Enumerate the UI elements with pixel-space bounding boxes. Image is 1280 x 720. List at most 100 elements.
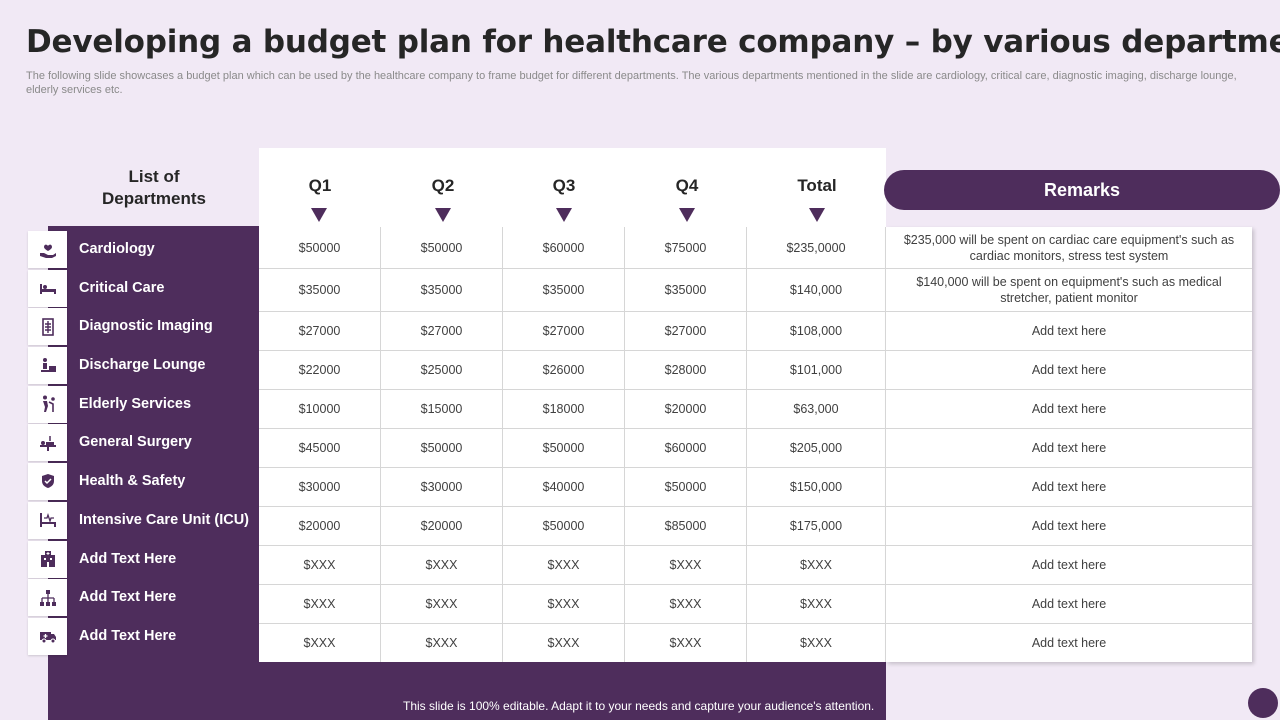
heart-hand-icon <box>28 231 67 268</box>
cell-q1: $XXX <box>259 546 381 584</box>
cell-q2: $35000 <box>381 269 503 311</box>
cell-q1: $22000 <box>259 351 381 389</box>
department-row: Elderly Services <box>26 385 258 425</box>
hospital-bed-icon <box>28 269 67 307</box>
table-row: $XXX $XXX $XXX $XXX $XXX Add text here <box>259 546 1252 585</box>
cell-q3: $18000 <box>503 390 625 428</box>
cell-remark: Add text here <box>1031 597 1107 611</box>
department-name: Diagnostic Imaging <box>79 318 213 335</box>
xray-icon <box>28 308 67 346</box>
list-header-line2: Departments <box>102 189 206 208</box>
department-row: Discharge Lounge <box>26 347 258 386</box>
department-name: Add Text Here <box>79 589 177 606</box>
cell-total: $175,000 <box>747 507 886 545</box>
cell-q1: $XXX <box>259 585 381 623</box>
cell-q4: $20000 <box>625 390 747 428</box>
department-row: Intensive Care Unit (ICU) <box>26 501 258 541</box>
cell-q4: $60000 <box>625 429 747 467</box>
department-row: Critical Care <box>26 269 258 309</box>
department-name: Add Text Here <box>79 627 177 644</box>
surgery-icon <box>28 424 67 462</box>
cell-total: $XXX <box>747 585 886 623</box>
cell-q3: $50000 <box>503 507 625 545</box>
table-row: $20000 $20000 $50000 $85000 $175,000 Add text… <box>259 507 1252 546</box>
cell-q2: $27000 <box>381 312 503 350</box>
elderly-icon <box>28 385 67 423</box>
cell-q1: $50000 <box>259 227 381 268</box>
department-row: Add Text Here <box>26 579 258 618</box>
cell-q2: $XXX <box>381 624 503 662</box>
cell-q1: $XXX <box>259 624 381 662</box>
footer-note: This slide is 100% editable. Adapt it to… <box>403 699 875 713</box>
department-list: Cardiology Critical Care Diagnostic Imagin… <box>26 231 258 657</box>
cell-remark: Add text here <box>1031 441 1107 455</box>
down-arrow-icon <box>435 208 451 222</box>
cell-q2: $15000 <box>381 390 503 428</box>
down-arrow-icon <box>311 208 327 222</box>
cell-total: $XXX <box>747 546 886 584</box>
cell-q3: $XXX <box>503 546 625 584</box>
cell-total: $XXX <box>747 624 886 662</box>
department-row: Add Text Here <box>26 617 258 657</box>
cell-q2: $30000 <box>381 468 503 506</box>
cell-q4: $XXX <box>625 624 747 662</box>
cell-q2: $20000 <box>381 507 503 545</box>
cell-remark: Add text here <box>1031 636 1107 650</box>
cell-remark: Add text here <box>1031 558 1107 572</box>
hospital-building-icon <box>28 540 67 578</box>
down-arrow-icon <box>809 208 825 222</box>
cell-total: $150,000 <box>747 468 886 506</box>
cell-q3: $40000 <box>503 468 625 506</box>
cell-q3: $50000 <box>503 429 625 467</box>
department-row: Diagnostic Imaging <box>26 308 258 347</box>
cell-q3: $XXX <box>503 624 625 662</box>
slide-subtitle: The following slide showcases a budget p… <box>26 70 1237 96</box>
table-row: $XXX $XXX $XXX $XXX $XXX Add text here <box>259 624 1252 662</box>
cell-q3: $27000 <box>503 312 625 350</box>
department-name: Intensive Care Unit (ICU) <box>79 511 249 528</box>
table-row: $10000 $15000 $18000 $20000 $63,000 Add text … <box>259 390 1252 429</box>
remarks-header: Remarks <box>884 170 1280 210</box>
cell-q4: $27000 <box>625 312 747 350</box>
budget-table-card <box>259 148 886 662</box>
cell-q1: $20000 <box>259 507 381 545</box>
cell-q2: $XXX <box>381 585 503 623</box>
department-name: Critical Care <box>79 279 165 296</box>
table-row: $30000 $30000 $40000 $50000 $150,000 Add text… <box>259 468 1252 507</box>
cell-q1: $35000 <box>259 269 381 311</box>
down-arrow-icon <box>556 208 572 222</box>
cell-q1: $45000 <box>259 429 381 467</box>
budget-table: $50000 $50000 $60000 $75000 $235,0000 $235,00… <box>259 227 1252 662</box>
remarks-card <box>886 227 1252 662</box>
cell-q2: $50000 <box>381 429 503 467</box>
department-row: Health & Safety <box>26 463 258 502</box>
column-header-q2: Q2 <box>431 176 455 195</box>
lounge-icon <box>28 347 67 385</box>
cell-q3: $60000 <box>503 227 625 268</box>
table-row: $XXX $XXX $XXX $XXX $XXX Add text here <box>259 585 1252 624</box>
cell-total: $235,0000 <box>747 227 886 268</box>
column-header-q1: Q1 <box>308 176 332 195</box>
cell-q4: $85000 <box>625 507 747 545</box>
department-row: General Surgery <box>26 424 258 463</box>
cell-remark: Add text here <box>1031 363 1107 377</box>
department-name: General Surgery <box>79 434 192 451</box>
cell-total: $140,000 <box>747 269 886 311</box>
cell-total: $205,000 <box>747 429 886 467</box>
cell-total: $108,000 <box>747 312 886 350</box>
cell-remark: Add text here <box>1031 324 1107 338</box>
cell-q2: $XXX <box>381 546 503 584</box>
icu-bed-icon <box>28 501 67 539</box>
cell-remark: $140,000 will be spent on equipment's su… <box>916 275 1222 305</box>
cell-q4: $XXX <box>625 585 747 623</box>
list-of-departments-header: List of Departments <box>56 166 252 210</box>
cell-remark: Add text here <box>1031 402 1107 416</box>
table-row: $50000 $50000 $60000 $75000 $235,0000 $235,00… <box>259 227 1252 269</box>
cell-q4: $50000 <box>625 468 747 506</box>
shield-hand-icon <box>28 463 67 501</box>
table-row: $27000 $27000 $27000 $27000 $108,000 Add text… <box>259 312 1252 351</box>
cell-remark: Add text here <box>1031 519 1107 533</box>
table-row: $35000 $35000 $35000 $35000 $140,000 $140,000… <box>259 269 1252 312</box>
cell-remark: Add text here <box>1031 480 1107 494</box>
org-chart-icon <box>28 579 67 617</box>
